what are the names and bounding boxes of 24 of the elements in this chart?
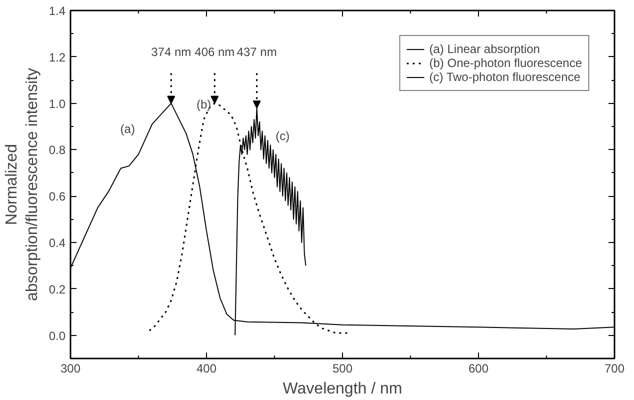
legend-label: (b) One-photon fluorescence: [429, 56, 582, 70]
annotation: 374 nm: [151, 45, 192, 60]
annotation: (c): [276, 128, 290, 143]
y-tick-label: 0.8: [48, 143, 66, 158]
annotation: 406 nm: [194, 45, 235, 60]
y-tick-label: 0.6: [48, 190, 66, 204]
x-tick-label: 300: [60, 362, 81, 376]
x-tick-label: 600: [468, 362, 489, 376]
y-tick-label: 1.0: [48, 96, 66, 111]
y-tick-label: 0.2: [48, 282, 66, 296]
y-tick-label: 1.2: [48, 50, 66, 64]
y-axis-title: Normalized absorption/fluorescence intensity: [3, 68, 41, 302]
legend-label: (a) Linear absorption: [429, 42, 540, 56]
x-axis-title: Wavelength / nm: [282, 380, 402, 398]
annotation: 437 nm: [236, 45, 277, 60]
y-tick-label: 1.4: [48, 4, 66, 18]
y-tick-label: 0.0: [48, 328, 66, 343]
x-tick-label: 400: [196, 362, 217, 376]
y-tick-label: 0.4: [48, 236, 66, 250]
annotation: (a): [120, 122, 135, 136]
annotation: (b): [196, 97, 212, 112]
legend-label: (c) Two-photon fluorescence: [429, 70, 580, 84]
x-tick-label: 500: [332, 362, 353, 376]
x-tick-label: 700: [604, 362, 625, 376]
